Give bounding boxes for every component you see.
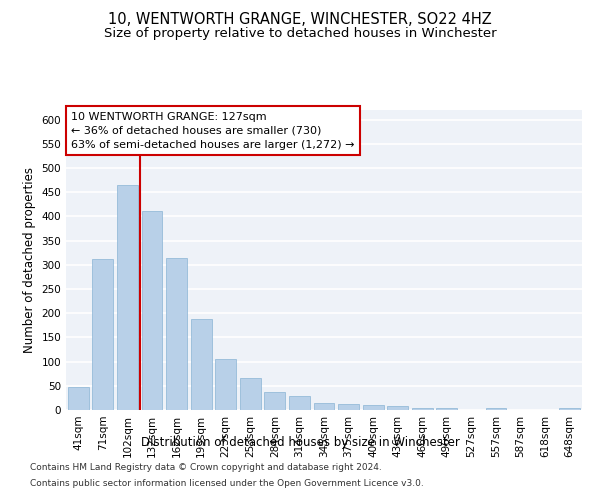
Bar xyxy=(117,185,138,410)
Bar xyxy=(436,408,457,410)
Bar xyxy=(142,210,163,410)
Bar xyxy=(68,388,89,410)
Text: 10 WENTWORTH GRANGE: 127sqm
← 36% of detached houses are smaller (730)
63% of se: 10 WENTWORTH GRANGE: 127sqm ← 36% of det… xyxy=(71,112,355,150)
Bar xyxy=(362,405,383,410)
Bar xyxy=(314,403,334,410)
Bar xyxy=(166,258,187,410)
Text: 10, WENTWORTH GRANGE, WINCHESTER, SO22 4HZ: 10, WENTWORTH GRANGE, WINCHESTER, SO22 4… xyxy=(108,12,492,28)
Bar xyxy=(338,404,359,410)
Bar xyxy=(240,378,261,410)
Bar xyxy=(412,408,433,410)
Bar xyxy=(387,406,408,410)
Bar xyxy=(191,319,212,410)
Y-axis label: Number of detached properties: Number of detached properties xyxy=(23,167,36,353)
Text: Size of property relative to detached houses in Winchester: Size of property relative to detached ho… xyxy=(104,28,496,40)
Bar xyxy=(559,408,580,410)
Bar xyxy=(485,408,506,410)
Bar xyxy=(265,392,286,410)
Text: Distribution of detached houses by size in Winchester: Distribution of detached houses by size … xyxy=(140,436,460,449)
Bar xyxy=(215,359,236,410)
Text: Contains HM Land Registry data © Crown copyright and database right 2024.: Contains HM Land Registry data © Crown c… xyxy=(30,464,382,472)
Bar xyxy=(92,259,113,410)
Text: Contains public sector information licensed under the Open Government Licence v3: Contains public sector information licen… xyxy=(30,478,424,488)
Bar xyxy=(289,396,310,410)
